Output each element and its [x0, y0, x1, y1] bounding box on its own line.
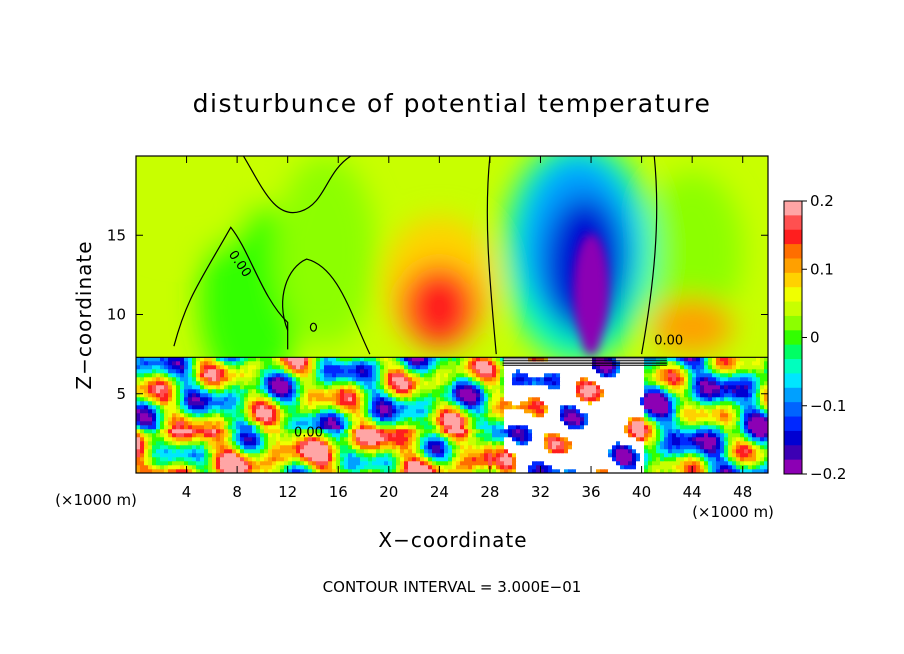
x-tick-label: 12	[278, 483, 297, 501]
neutral-plume	[275, 156, 377, 347]
colorbar-swatch	[784, 215, 802, 231]
y-tick-label: 15	[107, 226, 126, 244]
x-unit-left: (×1000 m)	[55, 491, 137, 509]
colorbar-swatch	[784, 330, 802, 346]
x-tick-label: 20	[379, 483, 398, 501]
colorbar-swatch	[784, 287, 802, 302]
y-axis-label: Z−coordinate	[72, 240, 96, 389]
contour-zero	[486, 156, 497, 355]
contour-zero	[309, 322, 318, 332]
contour-label: 0.00	[654, 334, 683, 349]
colorbar-tick-label: −0.2	[810, 465, 846, 483]
x-tick-label: 40	[632, 483, 651, 501]
colorbar-swatch	[784, 301, 802, 317]
colorbar-swatch	[784, 315, 802, 331]
x-unit-right: (×1000 m)	[692, 503, 774, 521]
y-tick-label: 5	[116, 385, 126, 403]
contour-zero	[173, 226, 289, 350]
colorbar-swatch	[784, 229, 802, 245]
colorbar-swatch	[784, 387, 802, 403]
colorbar-swatch	[784, 373, 802, 389]
warm-anomaly-core	[401, 265, 478, 348]
cold-core	[573, 233, 609, 356]
y-axis: 5 10 15	[107, 226, 768, 403]
x-axis-label: X−coordinate	[378, 528, 527, 552]
x-tick-label: 8	[232, 483, 242, 501]
colorbar-swatch	[784, 359, 802, 374]
cold-core-inner	[578, 273, 604, 356]
contour-label: 0.00	[294, 426, 323, 441]
colorbar-swatch	[784, 244, 802, 259]
y-tick-label: 10	[107, 306, 126, 324]
contour-zero	[641, 156, 658, 355]
warm-anomaly-right	[651, 297, 733, 355]
colorbar-swatch	[784, 272, 802, 288]
x-tick-label: 48	[733, 483, 752, 501]
contour-lines: 0.000.000.00	[136, 156, 768, 441]
colorbar-tick-label: 0.2	[810, 192, 834, 210]
x-tick-label: 28	[480, 483, 499, 501]
x-axis: 4 8 12 16 20 24 28 32 36 40 44 48	[182, 156, 752, 501]
neutral-plume	[641, 171, 743, 331]
heatmap-field	[136, 156, 768, 473]
contour-zero	[242, 156, 352, 214]
colorbar-swatch	[784, 344, 802, 360]
warm-haze	[136, 156, 250, 252]
chart-title: disturbunce of potential temperature	[193, 89, 712, 118]
contour-interval-note: CONTOUR INTERVAL = 3.000E−01	[323, 578, 582, 596]
x-tick-label: 32	[531, 483, 550, 501]
colorbar-swatch	[784, 459, 802, 475]
x-tick-label: 16	[329, 483, 348, 501]
lower-layer	[136, 357, 768, 473]
colorbar-tick-label: 0	[810, 329, 820, 347]
colorbar-swatch	[784, 402, 802, 417]
x-tick-label: 24	[430, 483, 449, 501]
colorbar: 0.2 0.1 0 −0.1 −0.2	[783, 192, 846, 483]
colorbar-swatch	[784, 445, 802, 461]
colorbar-swatch	[784, 258, 802, 274]
contour-zero	[282, 258, 371, 355]
colorbar-swatch	[784, 430, 802, 446]
colorbar-swatch	[784, 416, 802, 432]
x-tick-label: 44	[683, 483, 702, 501]
upper-anomalies	[136, 156, 743, 394]
x-tick-label: 4	[182, 483, 192, 501]
colorbar-swatch	[784, 201, 802, 216]
colorbar-tick-label: −0.1	[810, 397, 846, 415]
x-tick-label: 36	[581, 483, 600, 501]
colorbar-tick-label: 0.1	[810, 260, 834, 278]
